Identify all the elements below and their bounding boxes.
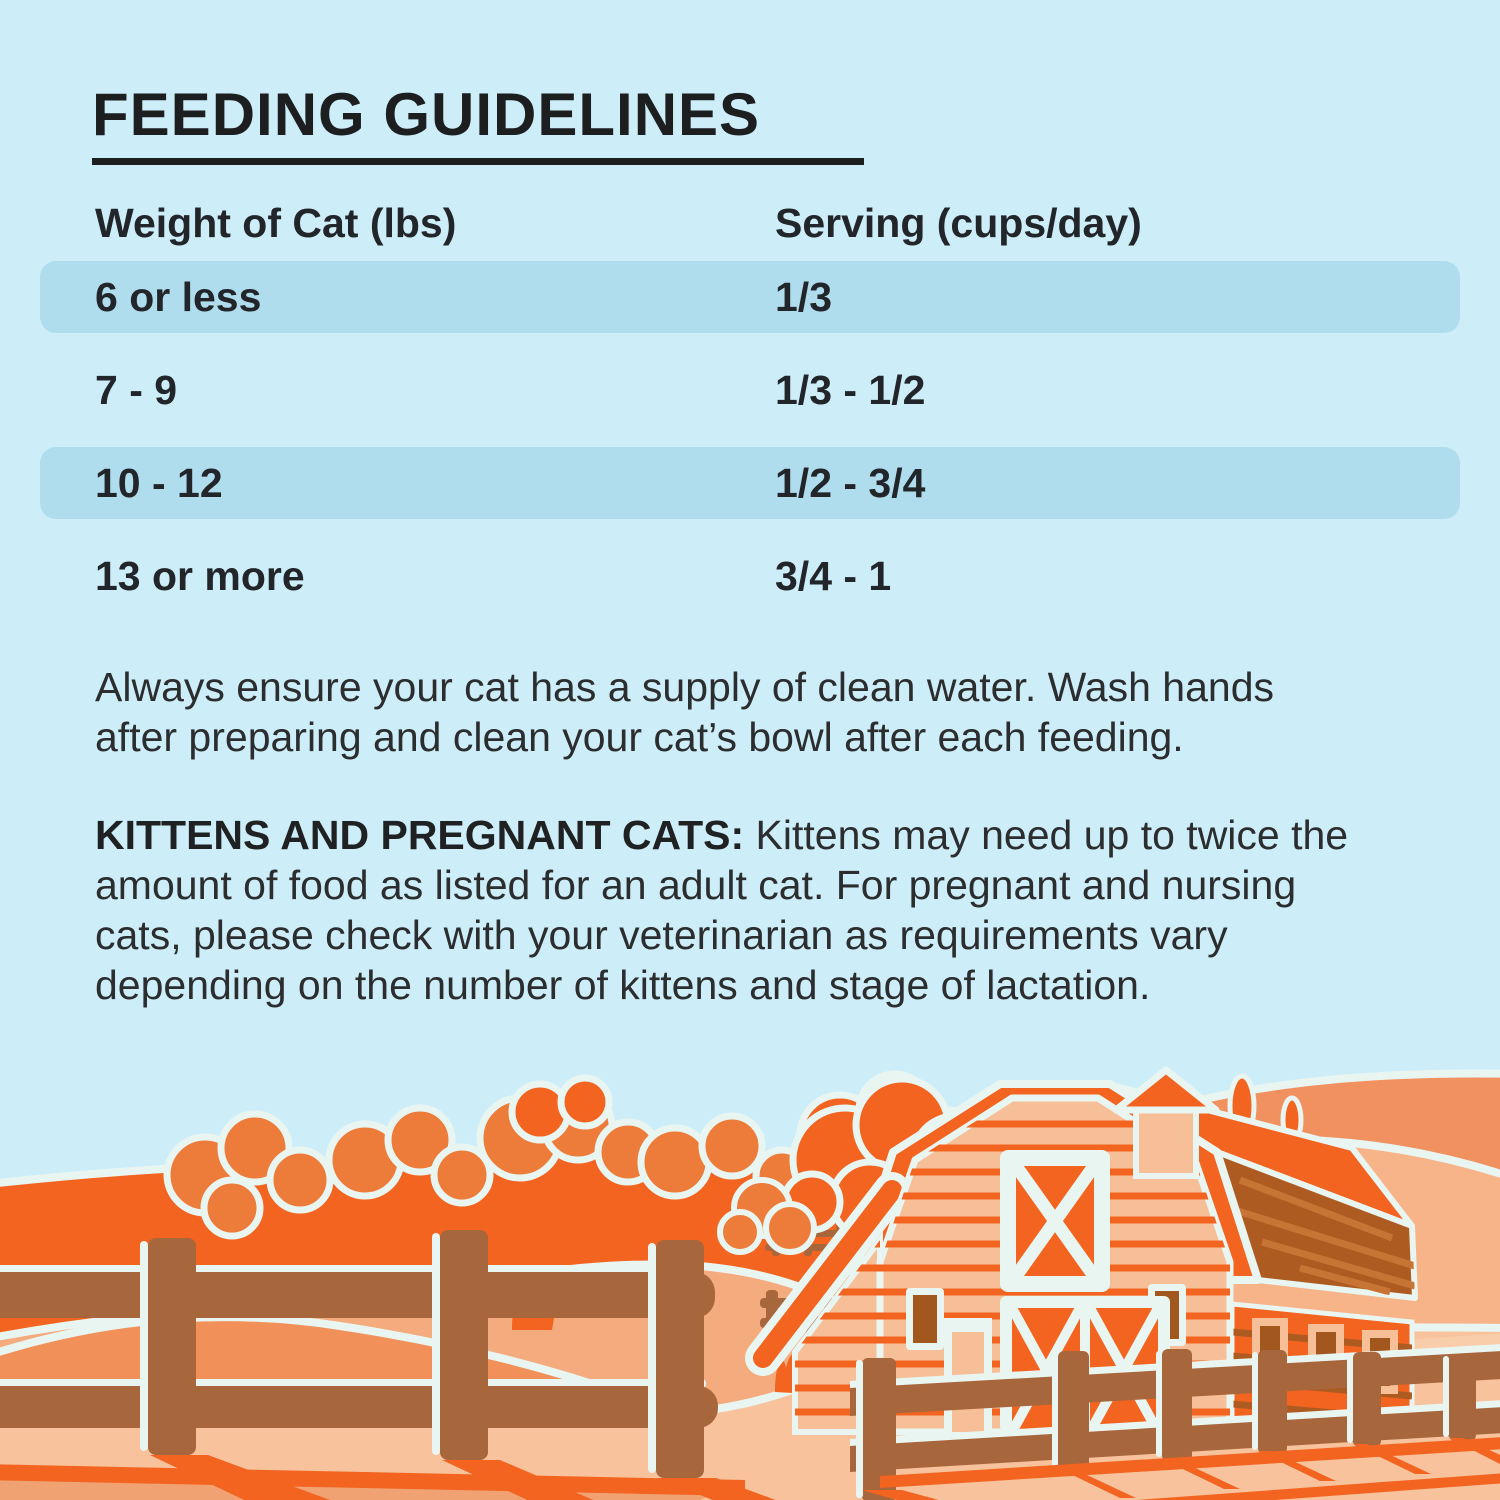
cell-serving: 1/3 - 1/2: [775, 367, 926, 413]
table-header: Weight of Cat (lbs) Serving (cups/day): [40, 200, 1460, 250]
kittens-note-line: depending on the number of kittens and s…: [95, 962, 1151, 1008]
fence-posts: [862, 1349, 1476, 1500]
cell-weight: 6 or less: [95, 274, 262, 320]
cell-weight: 13 or more: [95, 553, 305, 599]
farm-illustration: [0, 1066, 1500, 1500]
hayloft-window-icon: [1000, 1150, 1110, 1292]
water-note-line: Always ensure your cat has a supply of c…: [95, 664, 1274, 710]
fence-posts: [148, 1230, 704, 1478]
kittens-note: KITTENS AND PREGNANT CATS: Kittens may n…: [95, 810, 1348, 1010]
title-underline: [92, 158, 864, 165]
cell-serving: 1/2 - 3/4: [775, 460, 926, 506]
shed-roof: [753, 1180, 902, 1368]
table-row: 7 - 9 1/3 - 1/2: [40, 354, 1460, 426]
left-fence: [0, 1230, 718, 1478]
cell-weight: 7 - 9: [95, 367, 178, 413]
kittens-note-line: amount of food as listed for an adult ca…: [95, 862, 1297, 908]
cell-serving: 1/3: [775, 274, 832, 320]
kittens-note-label: KITTENS AND PREGNANT CATS:: [95, 812, 745, 858]
fence-post-highlights: [140, 1233, 656, 1473]
fence-post-highlights: [856, 1351, 1449, 1498]
table-row: 10 - 12 1/2 - 3/4: [40, 447, 1460, 519]
bush-icon: [717, 1177, 817, 1255]
col-header-serving: Serving (cups/day): [775, 200, 1142, 246]
kittens-note-line: KITTENS AND PREGNANT CATS: Kittens may n…: [95, 812, 1349, 858]
barn: [745, 1066, 1418, 1436]
kittens-note-line: cats, please check with your veterinaria…: [95, 912, 1228, 958]
water-note-line: after preparing and clean your cat’s bow…: [95, 714, 1184, 760]
table-row: 6 or less 1/3: [40, 261, 1460, 333]
water-note: Always ensure your cat has a supply of c…: [95, 662, 1274, 762]
col-header-weight: Weight of Cat (lbs): [95, 200, 457, 246]
roof-streaks: [1226, 1176, 1415, 1296]
right-fence: [850, 1344, 1500, 1500]
cupola-icon: [1112, 1066, 1220, 1179]
cell-serving: 3/4 - 1: [775, 553, 892, 599]
table-row: 13 or more 3/4 - 1: [40, 540, 1460, 612]
page-title: FEEDING GUIDELINES: [92, 81, 761, 148]
cell-weight: 10 - 12: [95, 460, 223, 506]
